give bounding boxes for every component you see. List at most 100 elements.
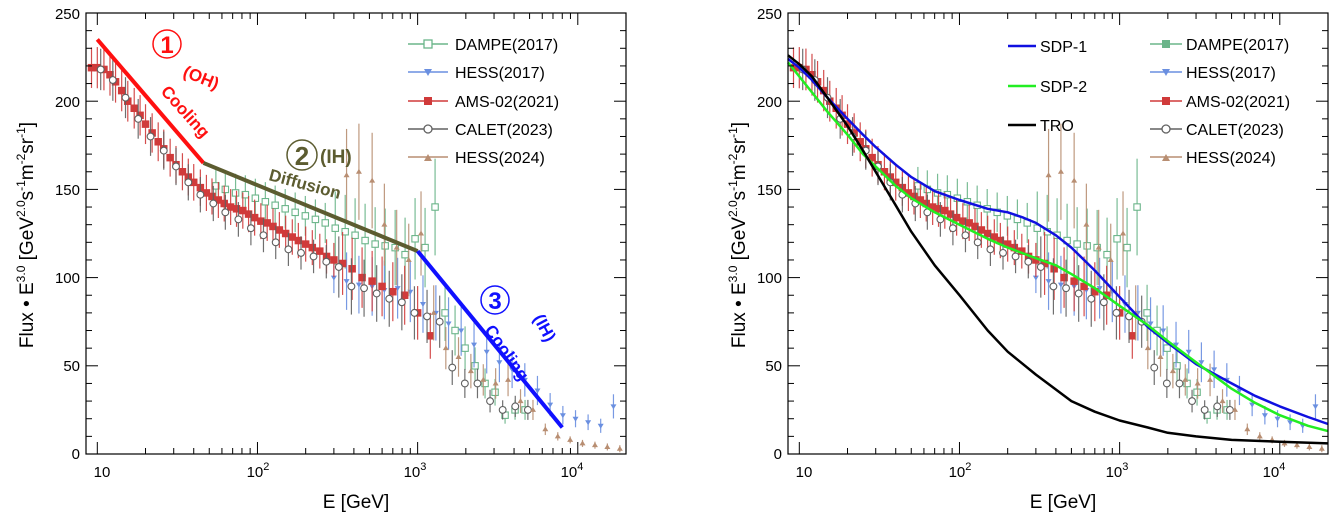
- data-point: [1185, 349, 1192, 355]
- data-point: [423, 312, 431, 321]
- data-point: [166, 153, 174, 162]
- data-point: [421, 243, 429, 252]
- data-point: [579, 440, 586, 446]
- data-point: [961, 231, 970, 240]
- data-point: [451, 326, 459, 335]
- data-point: [401, 250, 409, 259]
- data-point: [96, 65, 105, 74]
- data-point: [1231, 406, 1238, 412]
- data-point: [1200, 405, 1209, 414]
- left-legend-ams: AMS-02(2021): [408, 94, 559, 111]
- data-point: [1256, 433, 1263, 439]
- data-point: [480, 376, 487, 382]
- data-point: [146, 132, 155, 141]
- data-point: [360, 284, 369, 293]
- data-point: [331, 224, 340, 232]
- data-point: [322, 257, 331, 266]
- data-point: [460, 379, 469, 388]
- data-point: [341, 227, 349, 236]
- line-diffusion-ih: [202, 161, 419, 253]
- data-point: [1036, 263, 1045, 271]
- data-point: [604, 443, 611, 449]
- data-point: [461, 344, 469, 352]
- data-point: [1318, 445, 1325, 451]
- data-point: [1143, 309, 1151, 317]
- left-chart: 0 50 100 150 200 250 10 102 103 104 E [G…: [14, 6, 627, 513]
- annotation-3-label: Cooling: [481, 321, 533, 384]
- data-point: [1312, 404, 1319, 410]
- data-point: [311, 215, 320, 224]
- data-point: [426, 332, 435, 340]
- data-point: [435, 317, 444, 326]
- right-legend-data: DAMPE(2017) HESS(2017) AMS-02(2021) CALE…: [1150, 37, 1290, 167]
- right-xtick-10000: 104: [1263, 461, 1286, 481]
- data-point: [952, 213, 961, 222]
- data-point: [1103, 250, 1111, 259]
- data-point: [371, 240, 379, 248]
- data-point: [430, 309, 437, 315]
- series-calet: [96, 48, 532, 420]
- data-point: [1087, 294, 1096, 303]
- right-legend-ams-label: AMS-02(2021): [1186, 94, 1290, 111]
- data-point: [361, 236, 369, 245]
- right-legend-hess2024: HESS(2024): [1150, 150, 1276, 167]
- data-point: [381, 242, 389, 250]
- data-point: [343, 279, 350, 285]
- data-point: [1133, 203, 1141, 211]
- annotation-2-tag: (IH): [320, 147, 352, 168]
- data-point: [1162, 379, 1171, 388]
- data-point: [288, 233, 297, 241]
- data-point: [231, 189, 240, 197]
- data-point: [547, 402, 554, 408]
- data-point: [1099, 298, 1108, 307]
- data-point: [1182, 376, 1189, 382]
- series-dampe: [212, 158, 529, 424]
- left-legend: DAMPE(2017) HESS(2017) AMS-02(2021) CALE…: [408, 37, 559, 167]
- series-ams: [87, 47, 435, 359]
- data-point: [1287, 420, 1294, 426]
- right-ytick-200: 200: [757, 94, 782, 111]
- data-point: [597, 423, 604, 429]
- left-x-axis-label: E [GeV]: [323, 492, 390, 513]
- data-point: [172, 162, 180, 171]
- right-ytick-250: 250: [757, 6, 782, 23]
- data-point: [1049, 282, 1058, 291]
- right-ytick-150: 150: [757, 182, 782, 199]
- data-point: [1073, 240, 1081, 248]
- data-point: [301, 240, 310, 248]
- data-point: [559, 413, 566, 419]
- data-point: [492, 380, 499, 386]
- data-point: [330, 256, 338, 264]
- data-point: [159, 146, 168, 155]
- data-point: [610, 404, 617, 410]
- data-point: [517, 398, 524, 404]
- left-legend-dampe: DAMPE(2017): [408, 37, 558, 54]
- data-point: [405, 256, 412, 262]
- data-point: [301, 212, 310, 220]
- data-point: [1293, 442, 1300, 448]
- data-point: [1213, 402, 1222, 411]
- data-point: [486, 397, 495, 406]
- data-point: [498, 405, 507, 414]
- data-point: [316, 247, 324, 255]
- data-point: [220, 199, 228, 208]
- data-point: [389, 287, 397, 296]
- data-point: [977, 226, 986, 234]
- data-point: [108, 76, 117, 84]
- data-point: [308, 243, 317, 252]
- data-point: [347, 282, 356, 291]
- data-point: [309, 252, 318, 261]
- data-point: [1083, 242, 1091, 250]
- data-point: [1045, 279, 1052, 285]
- data-point: [221, 185, 230, 194]
- data-point: [1057, 168, 1064, 174]
- left-legend-hess2024: HESS(2024): [408, 150, 545, 167]
- data-point: [973, 238, 982, 247]
- data-point: [1219, 398, 1226, 404]
- data-point: [1144, 345, 1151, 351]
- data-point: [1274, 416, 1281, 422]
- right-legend-sdp2: SDP-2: [1008, 79, 1087, 96]
- data-point: [1188, 397, 1197, 406]
- left-y-axis-label: Flux • E3.0 [GeV2.0s-1m-2sr-1]: [14, 122, 38, 348]
- data-point: [591, 442, 598, 448]
